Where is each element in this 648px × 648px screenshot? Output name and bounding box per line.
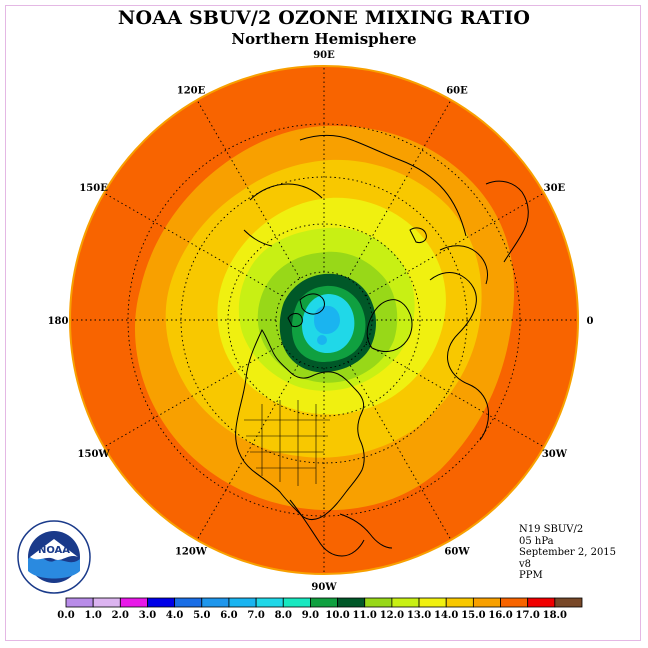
longitude-label-lon-60e: 60E (446, 86, 468, 97)
latitude-circle (127, 123, 521, 517)
colorbar-label: 8.0 (275, 610, 292, 621)
meridian-lines (71, 67, 577, 573)
meridian-lon-60e (347, 99, 452, 279)
longitude-label-lon-0: 0 (587, 316, 594, 327)
colorbar-label: 6.0 (220, 610, 237, 621)
longitude-label-lon-120w: 120W (175, 546, 208, 557)
ozone-field-6-7 (314, 305, 340, 334)
map-title: NOAA SBUV/2 OZONE MIXING RATIO (117, 7, 531, 29)
colorbar-swatch (201, 597, 230, 608)
colorbar-label: 5.0 (193, 610, 210, 621)
colorbar-swatch (554, 597, 583, 608)
logo-text: NOAA (38, 545, 70, 556)
info-version: v8 (519, 558, 532, 570)
info-units: PPM (519, 570, 543, 582)
colorbar: 0.0 1.0 2.0 3.0 4.0 5.0 6.0 7.0 8.0 9.0 10.0 11.0 12… (57, 597, 583, 621)
longitude-label-lon-60w: 60W (444, 546, 470, 557)
colorbar-swatch (472, 597, 501, 608)
colorbar-swatches (65, 597, 583, 608)
polar-stereographic-map: 90E 60E 30E 0 30W 60W 90W 120W 150W 180 150E 120E (48, 50, 594, 593)
meridian-lon-120e (196, 99, 301, 279)
noaa-logo: NOAA (17, 520, 91, 594)
colorbar-label: 4.0 (166, 610, 183, 621)
longitude-label-lon-90e: 90E (313, 50, 335, 61)
colorbar-label: 10.0 (325, 610, 349, 621)
plot-frame (5, 5, 641, 641)
colorbar-swatch (418, 597, 447, 608)
colorbar-label: 14.0 (434, 610, 458, 621)
map-subtitle: Northern Hemisphere (231, 30, 417, 48)
colorbar-label: 16.0 (488, 610, 512, 621)
info-level: 05 hPa (519, 535, 554, 547)
colorbar-label: 17.0 (516, 610, 540, 621)
longitude-label-lon-90w: 90W (311, 582, 337, 593)
info-instrument: N19 SBUV/2 (519, 524, 584, 535)
latitude-circle (227, 223, 421, 417)
colorbar-label: 7.0 (247, 610, 264, 621)
meridian-lon-150w (103, 343, 283, 448)
colorbar-label: 12.0 (380, 610, 404, 621)
colorbar-swatch (500, 597, 529, 608)
colorbar-swatch (337, 597, 366, 608)
longitude-label-lon-120e: 120E (177, 86, 206, 97)
meridian-lon-120w (196, 361, 301, 541)
colorbar-swatch (147, 597, 176, 608)
longitude-label-lon-30e: 30E (544, 183, 566, 194)
meridian-lon-30w (365, 343, 545, 448)
info-date: September 2, 2015 (519, 547, 617, 559)
colorbar-swatch (282, 597, 311, 608)
colorbar-swatch (255, 597, 284, 608)
longitude-label-lon-180: 180 (48, 316, 69, 327)
colorbar-label: 0.0 (57, 610, 74, 621)
colorbar-swatch (364, 597, 393, 608)
colorbar-label: 1.0 (84, 610, 101, 621)
colorbar-swatch (174, 597, 203, 608)
colorbar-label: 13.0 (407, 610, 431, 621)
colorbar-label: 2.0 (112, 610, 129, 621)
longitude-label-lon-150e: 150E (79, 183, 108, 194)
longitude-labels: 90E 60E 30E 0 30W 60W 90W 120W 150W 180 150E 120E (48, 50, 594, 593)
ozone-contour-fields (71, 67, 577, 573)
colorbar-label: 11.0 (353, 610, 377, 621)
colorbar-swatch (391, 597, 420, 608)
colorbar-label: 15.0 (461, 610, 485, 621)
colorbar-swatch (65, 597, 94, 608)
colorbar-label: 9.0 (302, 610, 319, 621)
meridian-lon-60w (347, 361, 452, 541)
colorbar-label: 18.0 (543, 610, 567, 621)
colorbar-swatch (92, 597, 121, 608)
meridian-lon-150e (103, 192, 283, 297)
colorbar-label: 3.0 (139, 610, 156, 621)
colorbar-swatch (445, 597, 474, 608)
info-block: N19 SBUV/2 05 hPa September 2, 2015 v8 P… (519, 524, 616, 582)
meridian-lon-30e (365, 192, 545, 297)
colorbar-swatch (119, 597, 148, 608)
colorbar-swatch (527, 597, 556, 608)
colorbar-swatch (228, 597, 257, 608)
longitude-label-lon-150w: 150W (78, 449, 111, 460)
colorbar-swatch (310, 597, 338, 608)
longitude-label-lon-30w: 30W (542, 449, 568, 460)
coastlines (235, 135, 529, 557)
ozone-field-6-7-patch (317, 335, 327, 345)
colorbar-labels: 0.0 1.0 2.0 3.0 4.0 5.0 6.0 7.0 8.0 9.0 10.0 11.0 12… (57, 610, 567, 621)
